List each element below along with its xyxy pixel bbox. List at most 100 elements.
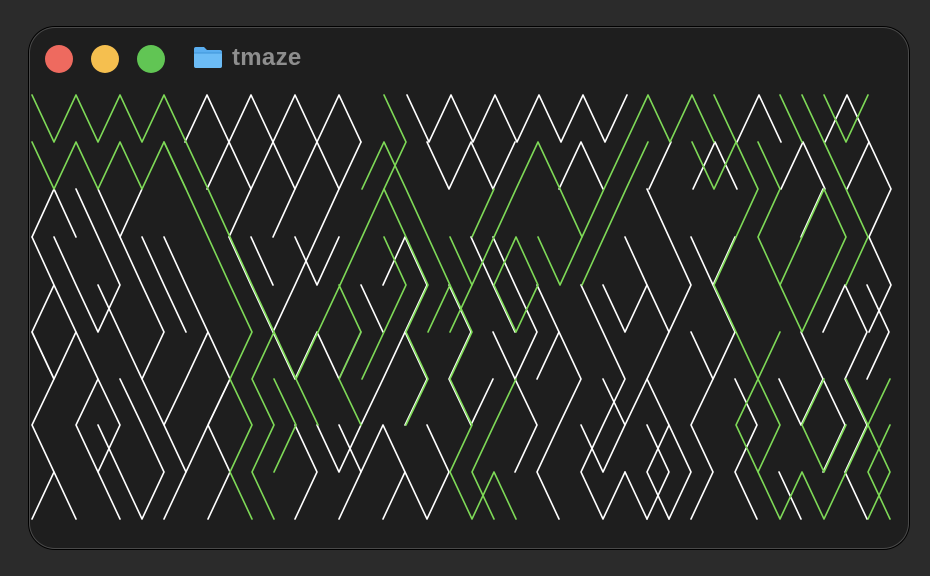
maze-wall-segment bbox=[406, 94, 628, 143]
maze-wall-segment bbox=[360, 284, 384, 333]
maze-wall-segment bbox=[207, 378, 231, 520]
maze-path-segment bbox=[801, 378, 847, 473]
maze-wall-segment bbox=[580, 424, 626, 473]
maze-wall-segment bbox=[338, 424, 406, 520]
maze-walls bbox=[31, 94, 892, 520]
maze-wall-segment bbox=[800, 331, 824, 380]
maze-wall-segment bbox=[31, 188, 77, 238]
maze-path-segment bbox=[31, 141, 187, 190]
maze-wall-segment bbox=[97, 284, 121, 333]
maze-path-segment bbox=[713, 94, 737, 143]
maze-path-segment bbox=[823, 94, 869, 143]
maze-path-segment bbox=[867, 424, 891, 520]
maze-wall-segment bbox=[734, 378, 758, 520]
maze-wall-segment bbox=[316, 331, 428, 473]
window-title: tmaze bbox=[232, 44, 302, 71]
maze-path-segment bbox=[537, 236, 583, 286]
maze-wall-segment bbox=[184, 94, 362, 143]
maze-path-segment bbox=[383, 94, 429, 426]
maze-path-segment bbox=[185, 141, 385, 380]
maze-wall-segment bbox=[780, 141, 826, 190]
maze-wall-segment bbox=[692, 141, 738, 190]
maze-wall-segment bbox=[778, 378, 846, 473]
maze-wall-segment bbox=[228, 188, 252, 238]
close-button[interactable] bbox=[45, 45, 73, 73]
maze-path-segment bbox=[845, 378, 869, 426]
maze-path-segment bbox=[757, 141, 847, 333]
maze-solution-path bbox=[31, 94, 891, 520]
maze-wall-segment bbox=[97, 188, 143, 238]
maze-path-segment bbox=[801, 94, 869, 286]
maze-wall-segment bbox=[602, 284, 670, 380]
maze-path-segment bbox=[757, 331, 781, 473]
maze-wall-segment bbox=[778, 471, 802, 520]
maze-path-segment bbox=[361, 141, 517, 520]
maze-wall-segment bbox=[119, 236, 165, 380]
maze-wall-segment bbox=[206, 141, 296, 190]
maze-wall-segment bbox=[624, 236, 648, 286]
maze-wall-segment bbox=[228, 141, 362, 333]
maze-path-segment bbox=[691, 141, 891, 520]
maze-wall-segment bbox=[294, 236, 340, 286]
maze-wall-segment bbox=[53, 471, 77, 520]
maze-wall-segment bbox=[648, 141, 672, 190]
maze-wall-segment bbox=[97, 378, 121, 473]
maze-wall-segment bbox=[536, 331, 560, 380]
maze-wall-segment bbox=[690, 236, 736, 286]
maze-wall-segment bbox=[272, 141, 340, 238]
maze-wall-segment bbox=[31, 331, 55, 520]
maze-wall-segment bbox=[824, 94, 870, 190]
maze-wall-segment bbox=[536, 284, 582, 520]
maze-wall-segment bbox=[668, 424, 692, 520]
terminal-window: tmaze bbox=[29, 27, 909, 549]
maze-wall-segment bbox=[736, 94, 782, 143]
maze-wall-segment bbox=[163, 471, 187, 520]
maze-path-segment bbox=[31, 94, 187, 143]
maze-wall-segment bbox=[868, 141, 892, 333]
maze-wall-segment bbox=[338, 471, 362, 520]
maze-wall-segment bbox=[250, 236, 274, 286]
maze-wall-segment bbox=[690, 331, 714, 520]
zoom-button[interactable] bbox=[137, 45, 165, 73]
maze-wall-segment bbox=[800, 188, 824, 238]
maze-path-segment bbox=[295, 378, 319, 426]
maze-wall-segment bbox=[514, 378, 538, 473]
maze-wall-segment bbox=[646, 188, 692, 333]
maze-wall-segment bbox=[580, 284, 626, 520]
maze-wall-segment bbox=[646, 424, 670, 520]
maze-path-segment bbox=[427, 284, 451, 333]
maze-path-segment bbox=[779, 94, 803, 143]
maze-wall-segment bbox=[470, 236, 516, 333]
maze-canvas bbox=[31, 94, 892, 520]
maze-wall-segment bbox=[294, 424, 318, 520]
maze-wall-segment bbox=[382, 236, 428, 333]
maze-path-segment bbox=[867, 378, 891, 426]
maze-path-segment bbox=[338, 284, 362, 426]
maze-wall-segment bbox=[624, 471, 648, 520]
minimize-button[interactable] bbox=[91, 45, 119, 73]
maze-wall-segment bbox=[141, 236, 187, 333]
maze-wall-segment bbox=[163, 236, 231, 473]
maze-path-segment bbox=[471, 378, 517, 520]
folder-icon bbox=[194, 47, 222, 68]
maze-path-segment bbox=[361, 236, 407, 380]
title-bar[interactable]: tmaze bbox=[29, 27, 909, 89]
maze-wall-segment bbox=[712, 284, 736, 380]
maze-wall-segment bbox=[75, 331, 121, 520]
maze-path-segment bbox=[251, 331, 275, 520]
maze-wall-segment bbox=[822, 284, 868, 473]
maze-wall-segment bbox=[31, 236, 77, 380]
maze-wall-segment bbox=[404, 424, 450, 520]
maze-wall-segment bbox=[97, 378, 165, 520]
maze-wall-segment bbox=[272, 331, 362, 380]
maze-path-segment bbox=[449, 236, 473, 333]
maze-wall-segment bbox=[866, 284, 890, 380]
maze-wall-segment bbox=[844, 471, 868, 520]
maze-wall-segment bbox=[558, 141, 604, 190]
maze-wall-segment bbox=[426, 141, 516, 190]
maze-wall-segment bbox=[448, 284, 494, 426]
maze-path-segment bbox=[471, 94, 715, 286]
maze-path-segment bbox=[493, 236, 539, 333]
maze-wall-segment bbox=[492, 236, 538, 380]
maze-path-segment bbox=[273, 378, 297, 473]
